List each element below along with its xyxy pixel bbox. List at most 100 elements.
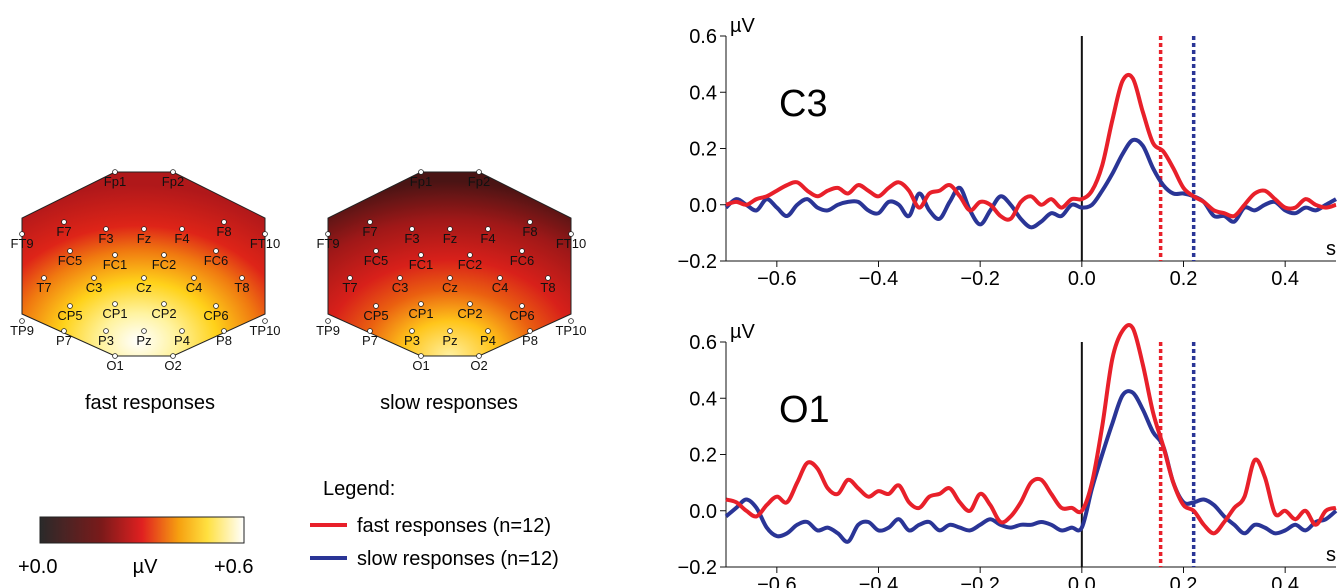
electrode-label: T7 xyxy=(36,280,51,295)
electrode-dot xyxy=(418,252,424,258)
topomap-slow: Fp1 Fp2 F7 F3 Fz F4 F8 FT9 FC5 FC1 FC2 FC6 FT10 T7 C3 C… xyxy=(316,169,587,414)
x-tick-label: −0.2 xyxy=(960,268,999,290)
electrode-label: FC6 xyxy=(204,253,229,268)
topomap-caption: slow responses xyxy=(380,392,518,414)
electrode-dot xyxy=(213,248,219,254)
electrode-label: CP1 xyxy=(408,306,433,321)
y-axis-label: µV xyxy=(730,15,756,37)
electrode-dot xyxy=(447,275,453,281)
electrode-label: Cz xyxy=(442,280,458,295)
electrode-dot xyxy=(527,328,533,334)
electrode-label: CP5 xyxy=(363,308,388,323)
y-tick-label: 0.2 xyxy=(689,139,717,161)
electrode-label: F4 xyxy=(174,231,189,246)
electrode-label: TP10 xyxy=(249,323,280,338)
y-tick-label: −0.2 xyxy=(678,557,717,579)
electrode-dot xyxy=(409,226,415,232)
channel-title: C3 xyxy=(779,83,828,125)
electrode-label: Pz xyxy=(136,333,151,348)
electrode-dot xyxy=(347,275,353,281)
electrode-layer: Fp1 Fp2 F7 F3 Fz F4 F8 FT9 FC5 FC1 FC2 FC6 FT10 T7 C3 C… xyxy=(316,169,587,373)
legend-label-slow: slow responses (n=12) xyxy=(357,548,559,570)
electrode-label: O1 xyxy=(106,358,123,373)
electrode-dot xyxy=(367,219,373,225)
electrode-label: P3 xyxy=(404,333,420,348)
legend-label-fast: fast responses (n=12) xyxy=(357,515,551,537)
electrode-label: P7 xyxy=(362,333,378,348)
electrode-label: Fp1 xyxy=(104,174,126,189)
erp-panel-o1: −0.2 0.0 0.2 0.4 0.6 −0.6 −0.4 −0.2 0.0 0.2 0.4 µV s… xyxy=(678,321,1338,588)
electrode-label: F3 xyxy=(98,231,113,246)
electrode-dot xyxy=(191,275,197,281)
electrode-dot xyxy=(112,252,118,258)
electrode-dot xyxy=(418,169,424,175)
electrode-dot xyxy=(325,231,331,237)
x-tick-label: 0.2 xyxy=(1170,574,1198,588)
electrode-label: CP2 xyxy=(457,306,482,321)
electrode-label: F7 xyxy=(362,224,377,239)
electrode-label: CP6 xyxy=(203,308,228,323)
electrode-label: Fp2 xyxy=(162,174,184,189)
electrode-label: T8 xyxy=(234,280,249,295)
legend-title: Legend: xyxy=(323,478,395,500)
electrode-dot xyxy=(179,226,185,232)
electrode-label: FT9 xyxy=(10,236,33,251)
electrode-label: O1 xyxy=(412,358,429,373)
y-tick-label: 0.6 xyxy=(689,332,717,354)
electrode-dot xyxy=(325,318,331,324)
y-tick-label: 0.0 xyxy=(689,195,717,217)
electrode-label: C4 xyxy=(186,280,203,295)
electrode-dot xyxy=(519,303,525,309)
y-axis-label: µV xyxy=(730,321,756,343)
electrode-label: FT9 xyxy=(316,236,339,251)
x-tick-label: 0.2 xyxy=(1170,268,1198,290)
electrode-label: CP5 xyxy=(57,308,82,323)
y-tick-label: 0.4 xyxy=(689,82,717,104)
electrode-label: P4 xyxy=(480,333,496,348)
electrode-dot xyxy=(179,328,185,334)
electrode-dot xyxy=(19,318,25,324)
series-line-fast xyxy=(725,72,1337,222)
electrode-dot xyxy=(170,169,176,175)
electrode-label: CP6 xyxy=(509,308,534,323)
electrode-dot xyxy=(262,231,268,237)
electrode-label: C3 xyxy=(392,280,409,295)
x-tick-label: −0.6 xyxy=(757,268,796,290)
electrode-label: FC6 xyxy=(510,253,535,268)
electrode-dot xyxy=(103,226,109,232)
erp-panel-c3: −0.2 0.0 0.2 0.4 0.6 −0.6 −0.4 −0.2 0.0 0.2 0.4 µV s… xyxy=(678,15,1338,290)
electrode-label: TP10 xyxy=(555,323,586,338)
electrode-dot xyxy=(467,252,473,258)
electrode-label: O2 xyxy=(470,358,487,373)
series-line-fast xyxy=(725,323,1337,536)
channel-title: O1 xyxy=(779,389,830,431)
electrode-dot xyxy=(527,219,533,225)
topomap-fast: Fp1 Fp2 F7 F3 Fz F4 F8 FT9 FC5 FC1 FC2 FC6 FT10 T7 C3 C… xyxy=(10,169,281,414)
x-tick-label: −0.4 xyxy=(859,574,898,588)
electrode-label: C4 xyxy=(492,280,509,295)
electrode-label: TP9 xyxy=(316,323,340,338)
electrode-dot xyxy=(213,303,219,309)
electrode-dot xyxy=(447,328,453,334)
electrode-dot xyxy=(447,226,453,232)
electrode-dot xyxy=(418,353,424,359)
electrode-label: FC2 xyxy=(458,257,483,272)
colorbar-max-label: +0.6 xyxy=(214,556,253,578)
electrode-label: FC5 xyxy=(364,253,389,268)
electrode-dot xyxy=(485,328,491,334)
electrode-dot xyxy=(170,353,176,359)
electrode-dot xyxy=(367,328,373,334)
colorbar: +0.0 µV +0.6 xyxy=(18,516,253,578)
electrode-dot xyxy=(19,231,25,237)
electrode-dot xyxy=(262,318,268,324)
legend: Legend: fast responses (n=12) slow respo… xyxy=(310,478,559,570)
electrode-dot xyxy=(476,353,482,359)
electrode-dot xyxy=(373,248,379,254)
electrode-dot xyxy=(141,275,147,281)
electrode-label: P4 xyxy=(174,333,190,348)
y-tick-label: 0.2 xyxy=(689,445,717,467)
electrode-dot xyxy=(112,301,118,307)
electrode-dot xyxy=(61,219,67,225)
x-axis-label: s xyxy=(1326,238,1336,260)
electrode-dot xyxy=(409,328,415,334)
